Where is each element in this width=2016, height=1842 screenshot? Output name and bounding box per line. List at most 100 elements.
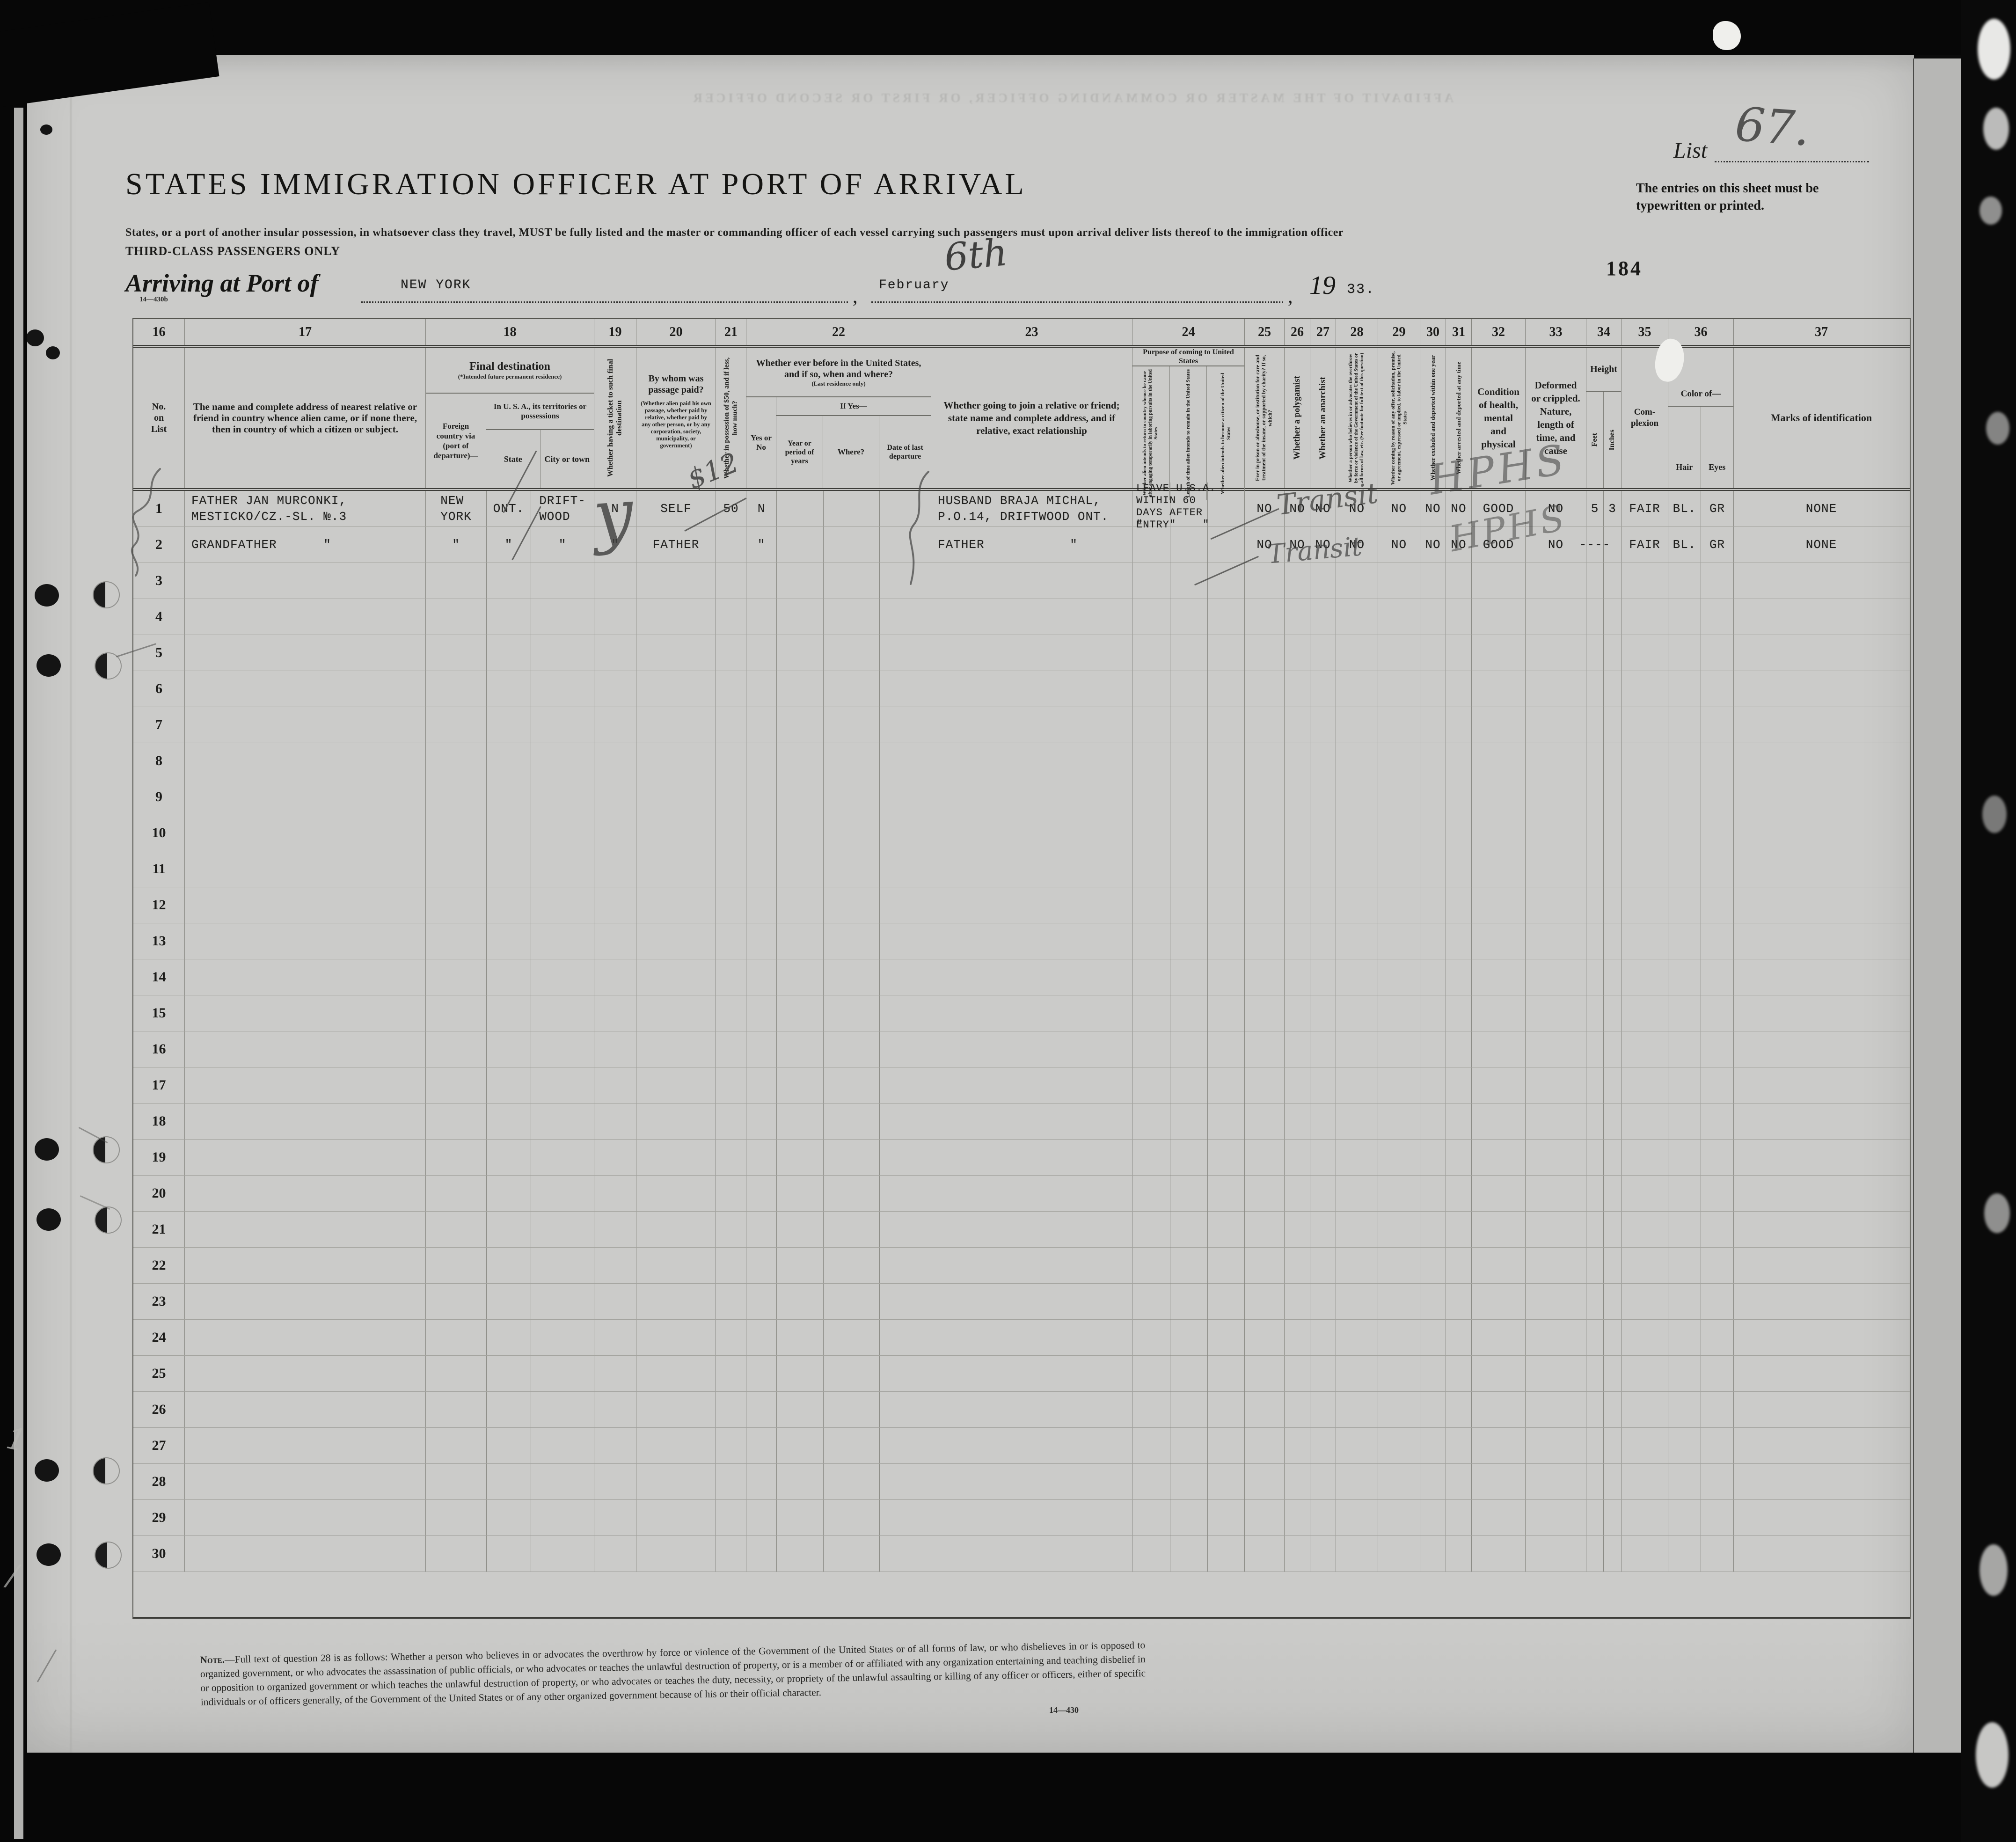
- header-relative-address: The name and complete address of nearest…: [193, 401, 417, 435]
- cell-anarchist: [1310, 815, 1336, 851]
- row-number: 28: [133, 1464, 185, 1499]
- cell-ticket: [594, 1212, 636, 1247]
- cell-where: [824, 671, 880, 707]
- cell-relative-address: [185, 1392, 426, 1427]
- cell-where: [824, 959, 880, 995]
- cell-health: [1472, 959, 1526, 995]
- cell-anarchist: NO: [1310, 527, 1336, 563]
- table-row: 7: [133, 699, 1910, 743]
- cell-year-period: [777, 743, 824, 779]
- table-row: 19: [133, 1131, 1910, 1176]
- cell-city-or-town: DRIFT- WOOD: [531, 491, 594, 526]
- cell-prison: [1245, 743, 1285, 779]
- cell-marks: [1734, 1031, 1909, 1067]
- cell-overthrow: [1336, 1356, 1378, 1391]
- cell-ever-before: [746, 1536, 777, 1572]
- cell-state: [487, 1140, 531, 1175]
- cell-polygamist: [1285, 959, 1310, 995]
- column-number: 32: [1472, 319, 1526, 345]
- cell-hair: [1668, 599, 1701, 635]
- cell-arrested: [1446, 779, 1472, 815]
- cell-date-departure: [880, 635, 931, 671]
- cell-arrested: [1446, 887, 1472, 923]
- cell-ticket: ": [594, 527, 636, 563]
- cell-city-or-town: [531, 671, 594, 707]
- cell-where: [824, 779, 880, 815]
- cell-state: [487, 743, 531, 779]
- cell-height-inches: [1604, 563, 1622, 599]
- column-number: 22: [746, 319, 931, 345]
- cell-health: [1472, 1500, 1526, 1535]
- cell-ticket: [594, 1320, 636, 1355]
- header-purpose-return: Whether alien intends to return to count…: [1142, 369, 1159, 497]
- cell-state: [487, 887, 531, 923]
- cell-joining-relative: HUSBAND BRAJA MICHAL, P.O.14, DRIFTWOOD …: [931, 491, 1132, 526]
- cell-money: [716, 959, 746, 995]
- cell-health: [1472, 1212, 1526, 1247]
- cell-height-inches: [1604, 527, 1622, 563]
- cell-height-inches: [1604, 1176, 1622, 1211]
- cell-joining-relative: [931, 635, 1132, 671]
- cell-health: [1472, 1428, 1526, 1463]
- cell-prison: [1245, 1392, 1285, 1427]
- cell-complexion: [1622, 815, 1668, 851]
- row-number: 24: [133, 1320, 185, 1355]
- cell-polygamist: [1285, 995, 1310, 1031]
- header-overthrow: Whether a person who believes in or advo…: [1348, 353, 1365, 483]
- cell-labor-offer: [1378, 815, 1420, 851]
- cell-passage-paid: [636, 1464, 716, 1499]
- cell-relative-address: GRANDFATHER ": [185, 527, 426, 563]
- cell-polygamist: [1285, 923, 1310, 959]
- cell-health: [1472, 995, 1526, 1031]
- cell-deformed: [1526, 815, 1586, 851]
- cell-eyes: [1701, 707, 1734, 743]
- cell-deformed: [1526, 1320, 1586, 1355]
- punch-hole: [37, 654, 61, 677]
- column-number: 35: [1622, 319, 1668, 345]
- cell-joining-relative: [931, 1536, 1132, 1572]
- cell-eyes: [1701, 923, 1734, 959]
- cell-complexion: [1622, 1392, 1668, 1427]
- cell-anarchist: [1310, 779, 1336, 815]
- cell-marks: [1734, 851, 1909, 887]
- cell-overthrow: [1336, 851, 1378, 887]
- cell-polygamist: [1285, 1140, 1310, 1175]
- header-year-period: Year or period of years: [776, 416, 823, 488]
- cell-anarchist: [1310, 1104, 1336, 1139]
- cell-eyes: [1701, 1248, 1734, 1283]
- cell-ever-before: [746, 923, 777, 959]
- cell-state: [487, 1392, 531, 1427]
- table-row: 23: [133, 1275, 1910, 1320]
- cell-city-or-town: [531, 635, 594, 671]
- cell-eyes: [1701, 959, 1734, 995]
- cell-excluded: NO: [1420, 527, 1446, 563]
- cell-foreign-country: [426, 707, 487, 743]
- cell-relative-address: [185, 1284, 426, 1319]
- cell-polygamist: [1285, 599, 1310, 635]
- row-number: 30: [133, 1536, 185, 1572]
- table-row: 10: [133, 807, 1910, 851]
- cell-hair: [1668, 1067, 1701, 1103]
- column-number: 16: [133, 319, 185, 345]
- cell-complexion: [1622, 1176, 1668, 1211]
- form-number-small: 14—430b: [139, 296, 168, 303]
- cell-marks: [1734, 1320, 1909, 1355]
- cell-complexion: [1622, 707, 1668, 743]
- film-artifact: [1979, 1544, 2008, 1596]
- cell-anarchist: [1310, 1212, 1336, 1247]
- cell-prison: [1245, 1320, 1285, 1355]
- cell-ever-before: [746, 1464, 777, 1499]
- cell-hair: [1668, 1536, 1701, 1572]
- cell-ever-before: [746, 1392, 777, 1427]
- cell-passage-paid: [636, 959, 716, 995]
- cell-ever-before: N: [746, 491, 777, 526]
- table-row: 9: [133, 771, 1910, 815]
- cell-hair: BL.: [1668, 491, 1701, 526]
- cell-relative-address: [185, 923, 426, 959]
- column-number: 29: [1378, 319, 1420, 345]
- cell-height-inches: [1604, 1464, 1622, 1499]
- cell-ticket: [594, 1248, 636, 1283]
- cell-height-feet: [1586, 1140, 1604, 1175]
- cell-ticket: [594, 851, 636, 887]
- cell-foreign-country: [426, 1284, 487, 1319]
